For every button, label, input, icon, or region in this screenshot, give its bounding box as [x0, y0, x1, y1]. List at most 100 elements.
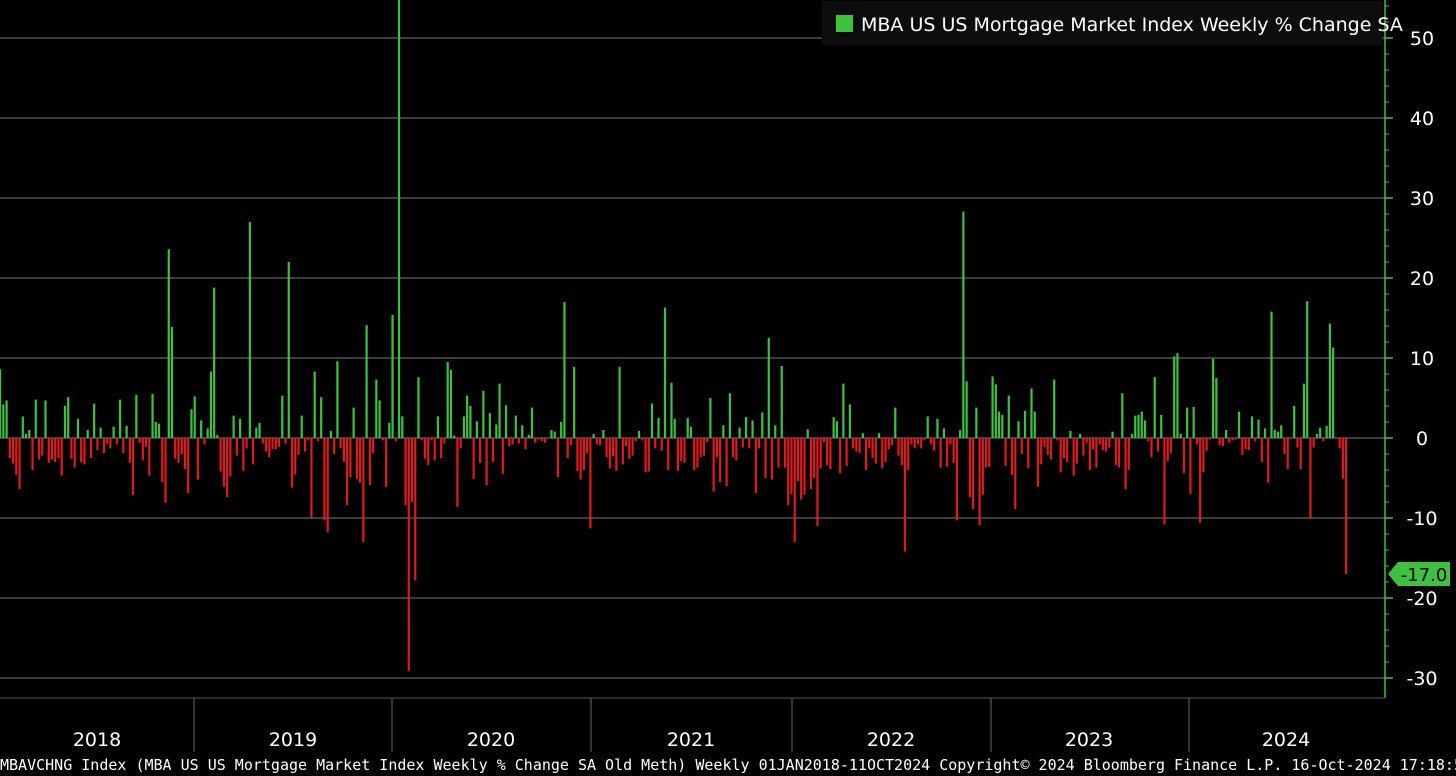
bar — [952, 438, 955, 463]
bar — [715, 438, 718, 458]
bar — [858, 438, 861, 454]
bar — [897, 438, 900, 456]
bar — [203, 438, 206, 445]
bar — [18, 438, 21, 490]
bars — [0, 0, 1348, 671]
bar — [689, 426, 693, 438]
bar — [1309, 438, 1312, 519]
bar — [164, 438, 167, 503]
bar — [1237, 411, 1241, 438]
bar — [894, 407, 897, 438]
bar — [621, 438, 624, 465]
bar — [566, 438, 569, 458]
bar — [933, 438, 936, 451]
bar — [942, 428, 946, 438]
bar — [569, 438, 573, 446]
bar — [1199, 438, 1202, 523]
bar — [1315, 434, 1319, 438]
bar — [453, 435, 456, 438]
bar — [929, 438, 933, 445]
bar — [83, 438, 86, 465]
bar — [365, 325, 368, 438]
bar — [388, 422, 391, 438]
bar — [939, 438, 942, 468]
bar — [1202, 438, 1205, 473]
bar — [131, 438, 135, 495]
bar — [676, 438, 680, 471]
bar — [835, 421, 838, 438]
bar — [550, 430, 553, 438]
last-value-label: -17.0 — [1401, 565, 1448, 586]
legend: MBA US US Mortgage Market Index Weekly %… — [822, 1, 1403, 45]
bar — [1221, 438, 1224, 446]
bar — [449, 370, 453, 438]
bar — [1263, 428, 1267, 438]
bar — [738, 427, 741, 438]
bar — [443, 438, 446, 444]
bar — [920, 438, 923, 449]
bar — [135, 394, 138, 438]
bar — [57, 438, 60, 458]
bar — [1189, 438, 1192, 494]
bar — [1033, 411, 1036, 438]
bar — [663, 307, 667, 438]
bar — [320, 397, 323, 438]
bar — [949, 438, 952, 445]
bar — [498, 383, 501, 438]
bar — [54, 438, 57, 462]
bar — [527, 434, 530, 438]
bar — [644, 438, 647, 473]
bar — [628, 438, 631, 459]
bar — [346, 438, 349, 506]
bar — [1341, 438, 1344, 479]
bar — [232, 415, 235, 438]
bar — [1166, 438, 1169, 462]
bar — [157, 423, 161, 438]
bar — [368, 438, 371, 486]
bar — [261, 438, 264, 444]
bar — [660, 438, 663, 451]
bar — [534, 438, 537, 443]
bar — [1254, 438, 1257, 442]
bar — [96, 438, 99, 450]
bar — [329, 430, 333, 438]
bar — [251, 438, 255, 465]
bar — [540, 438, 543, 442]
x-tick-label: 2024 — [1262, 729, 1310, 751]
bar — [177, 438, 180, 463]
bar — [699, 438, 702, 458]
bar — [119, 399, 122, 438]
bar — [624, 438, 628, 446]
bar — [1010, 438, 1014, 475]
bar — [264, 438, 268, 452]
bar — [907, 438, 910, 470]
bar — [871, 438, 874, 458]
bar — [576, 438, 579, 471]
bar — [174, 438, 177, 459]
bar — [1007, 395, 1010, 438]
bar — [1224, 430, 1228, 438]
bar — [524, 438, 527, 450]
bar — [491, 438, 495, 462]
bar — [599, 438, 602, 446]
bar — [433, 438, 436, 461]
bar — [362, 438, 365, 542]
bar — [881, 438, 884, 469]
bar — [287, 262, 290, 438]
bar — [706, 438, 709, 442]
bar — [420, 438, 423, 441]
bar — [397, 0, 401, 438]
bar — [239, 418, 242, 438]
bar — [488, 413, 491, 438]
bar — [1328, 323, 1331, 438]
bar — [352, 407, 355, 438]
bar — [1218, 438, 1221, 446]
bar — [832, 417, 835, 438]
bar — [138, 438, 141, 443]
bar — [1069, 430, 1072, 438]
bar — [1153, 377, 1156, 438]
bar — [180, 438, 183, 454]
bar — [764, 438, 767, 478]
bar — [102, 438, 105, 454]
bar — [501, 438, 504, 474]
